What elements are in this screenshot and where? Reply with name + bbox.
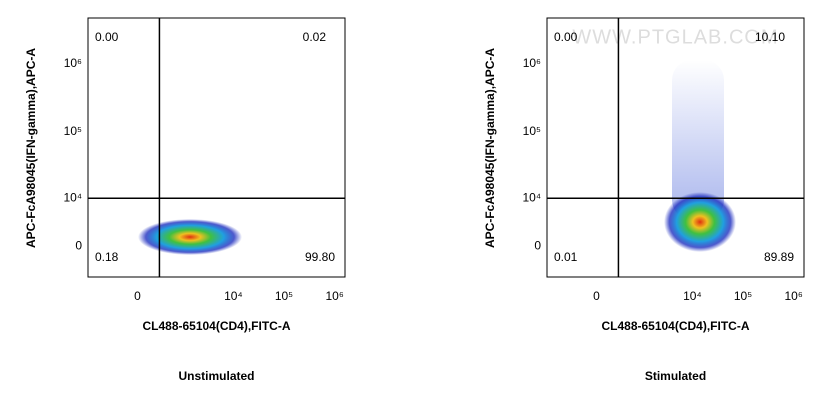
y-tick-label: 0 (75, 239, 82, 253)
y-axis-label: APC-FcA98045(IFN-gamma),APC-A (24, 48, 38, 248)
x-tick-label: 10⁶ (326, 289, 344, 303)
x-tick-label: 10⁵ (275, 289, 293, 303)
quadrant-label: 0.02 (303, 30, 327, 44)
x-tick-label: 10⁶ (785, 289, 803, 303)
x-tick-label: 0 (134, 289, 141, 303)
y-tick-label: 0 (534, 239, 541, 253)
panel-title: Stimulated (645, 369, 706, 383)
y-tick-label: 10⁴ (522, 190, 541, 204)
quadrant-label: 0.00 (554, 30, 578, 44)
quadrant-label: 10.10 (755, 30, 785, 44)
quadrant-label: 0.18 (95, 250, 119, 264)
x-tick-label: 10⁵ (734, 289, 752, 303)
quadrant-label: 99.80 (305, 250, 335, 264)
y-tick-label: 10⁶ (64, 56, 82, 70)
panel-title: Unstimulated (178, 369, 254, 383)
watermark: WWW.PTGLAB.COM (572, 26, 778, 48)
plot-frame (546, 17, 805, 278)
y-tick-label: 10⁵ (523, 124, 541, 138)
y-axis-label: APC-FcA98045(IFN-gamma),APC-A (483, 48, 497, 248)
y-tick-label: 10⁵ (64, 124, 82, 138)
quadrant-label: 89.89 (764, 250, 794, 264)
density-tail (672, 60, 724, 220)
quadrant-label: 0.00 (95, 30, 119, 44)
x-tick-label: 0 (593, 289, 600, 303)
x-axis-label: CL488-65104(CD4),FITC-A (142, 319, 290, 333)
x-axis-label: CL488-65104(CD4),FITC-A (601, 319, 749, 333)
x-tick-label: 10⁴ (224, 289, 243, 303)
x-tick-label: 10⁴ (683, 289, 702, 303)
quadrant-label: 0.01 (554, 250, 578, 264)
y-tick-label: 10⁴ (63, 190, 82, 204)
y-tick-label: 10⁶ (523, 56, 541, 70)
plot-frame (87, 17, 346, 278)
density-cloud (664, 192, 736, 252)
density-cloud (138, 219, 242, 255)
